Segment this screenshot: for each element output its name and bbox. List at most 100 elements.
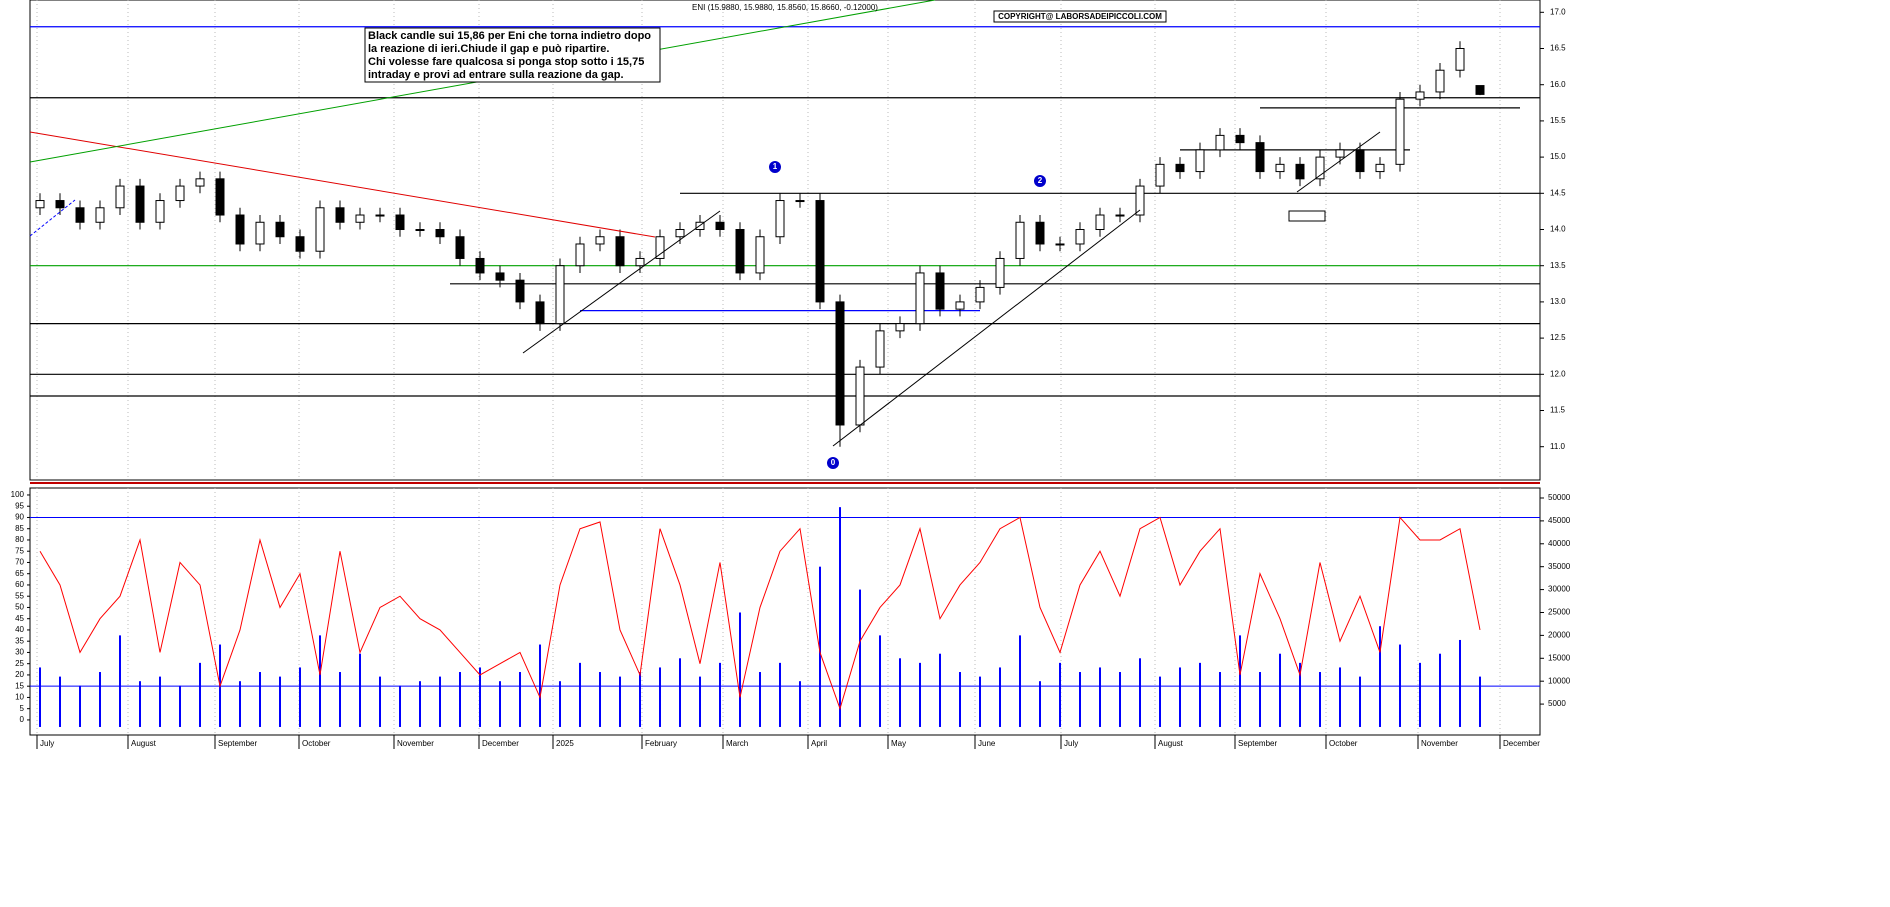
candle-body — [915, 272, 925, 325]
candle-body — [1235, 134, 1245, 144]
candle-body — [1155, 163, 1165, 187]
y2-tick-label: 45000 — [1548, 516, 1571, 525]
candle-body — [835, 301, 845, 426]
annotation-box — [364, 27, 661, 83]
candle-body — [615, 236, 625, 267]
volume-bar — [639, 672, 641, 727]
volume-bar — [439, 676, 441, 727]
box-marker — [1288, 210, 1326, 222]
candle-body — [575, 243, 585, 267]
candle-body — [1295, 163, 1305, 180]
x-tick-label: 2025 — [556, 739, 574, 748]
volume-bar — [1119, 672, 1121, 727]
marker-label: 1 — [773, 162, 778, 171]
y-tick-label: 70 — [15, 558, 24, 567]
volume-bar — [419, 681, 421, 727]
volume-bar — [499, 681, 501, 727]
y2-tick-label: 40000 — [1548, 539, 1571, 548]
x-tick-label: July — [40, 739, 54, 748]
candle-body — [1115, 214, 1125, 217]
volume-bar — [999, 667, 1001, 727]
candle-body — [675, 229, 685, 238]
candle-body — [895, 323, 905, 332]
y-tick-label: 95 — [15, 501, 24, 510]
candle-body — [35, 200, 45, 209]
y-tick-label: 13.0 — [1550, 297, 1566, 306]
volume-bar — [1319, 672, 1321, 727]
x-tick-label: July — [1064, 739, 1078, 748]
candle-body — [1455, 48, 1465, 71]
chart-title: ENI (15.9880, 15.9880, 15.8560, 15.8660,… — [692, 3, 878, 12]
trend-line — [522, 210, 721, 354]
candle-body — [435, 229, 445, 238]
volume-bar — [779, 662, 781, 727]
candle-body — [1195, 149, 1205, 173]
volume-bar — [1359, 676, 1361, 727]
candle-body — [1015, 221, 1025, 259]
y-tick-label: 15.5 — [1550, 116, 1566, 125]
candle-body — [215, 178, 225, 216]
candle-body — [135, 185, 145, 223]
candle-body — [715, 221, 725, 231]
y-tick-label: 15.0 — [1550, 152, 1566, 161]
candle-body — [815, 200, 825, 303]
candle-body — [375, 214, 385, 217]
candle-body — [335, 207, 345, 223]
y-tick-label: 80 — [15, 535, 24, 544]
candle-body — [475, 257, 485, 274]
candle-body — [275, 221, 285, 238]
marker-label: 0 — [831, 458, 836, 467]
trend-line — [29, 131, 656, 238]
price-frame — [29, 0, 1541, 481]
y2-tick-label: 50000 — [1548, 493, 1571, 502]
volume-bar — [1039, 681, 1041, 727]
y2-tick-label: 35000 — [1548, 562, 1571, 571]
volume-bar — [1479, 676, 1481, 727]
volume-bar — [339, 672, 341, 727]
candle-body — [1335, 149, 1345, 158]
candle-body — [975, 286, 985, 303]
volume-bar — [819, 566, 821, 727]
candle-body — [1355, 149, 1365, 173]
trend-line — [832, 209, 1141, 447]
volume-bar — [1459, 639, 1461, 727]
candle-body — [595, 236, 605, 245]
volume-bar — [119, 635, 121, 727]
x-tick-label: August — [131, 739, 157, 748]
candle-body — [455, 236, 465, 259]
candle-body — [1435, 69, 1445, 93]
candle-body — [655, 236, 665, 259]
candle-body — [115, 185, 125, 209]
annotation-line: intraday e provi ad entrare sulla reazio… — [368, 69, 624, 81]
marker-label: 2 — [1038, 176, 1043, 185]
volume-bar — [1239, 635, 1241, 727]
volume-bar — [899, 658, 901, 727]
candle-body — [235, 214, 245, 245]
candle-body — [515, 279, 525, 303]
volume-bar — [399, 685, 401, 727]
candle-body — [555, 265, 565, 325]
candle-body — [315, 207, 325, 252]
volume-bar — [299, 667, 301, 727]
candle-body — [75, 207, 85, 223]
candle-body — [1135, 185, 1145, 216]
volume-bar — [939, 653, 941, 727]
y-tick-label: 85 — [15, 524, 24, 533]
volume-bar — [59, 676, 61, 727]
volume-bar — [239, 681, 241, 727]
y2-tick-label: 30000 — [1548, 585, 1571, 594]
volume-bar — [979, 676, 981, 727]
volume-bar — [1219, 672, 1221, 727]
y-tick-label: 16.5 — [1550, 44, 1566, 53]
candle-body — [755, 236, 765, 274]
y2-tick-label: 15000 — [1548, 653, 1571, 662]
annotation-line: Black candle sui 15,86 per Eni che torna… — [368, 30, 651, 42]
candle-body — [155, 200, 165, 223]
x-tick-label: November — [1421, 739, 1458, 748]
volume-bar — [179, 685, 181, 727]
volume-bar — [719, 662, 721, 727]
y-tick-label: 0 — [20, 715, 25, 724]
candle-body — [735, 229, 745, 274]
volume-bar — [859, 589, 861, 727]
x-tick-label: December — [1503, 739, 1540, 748]
